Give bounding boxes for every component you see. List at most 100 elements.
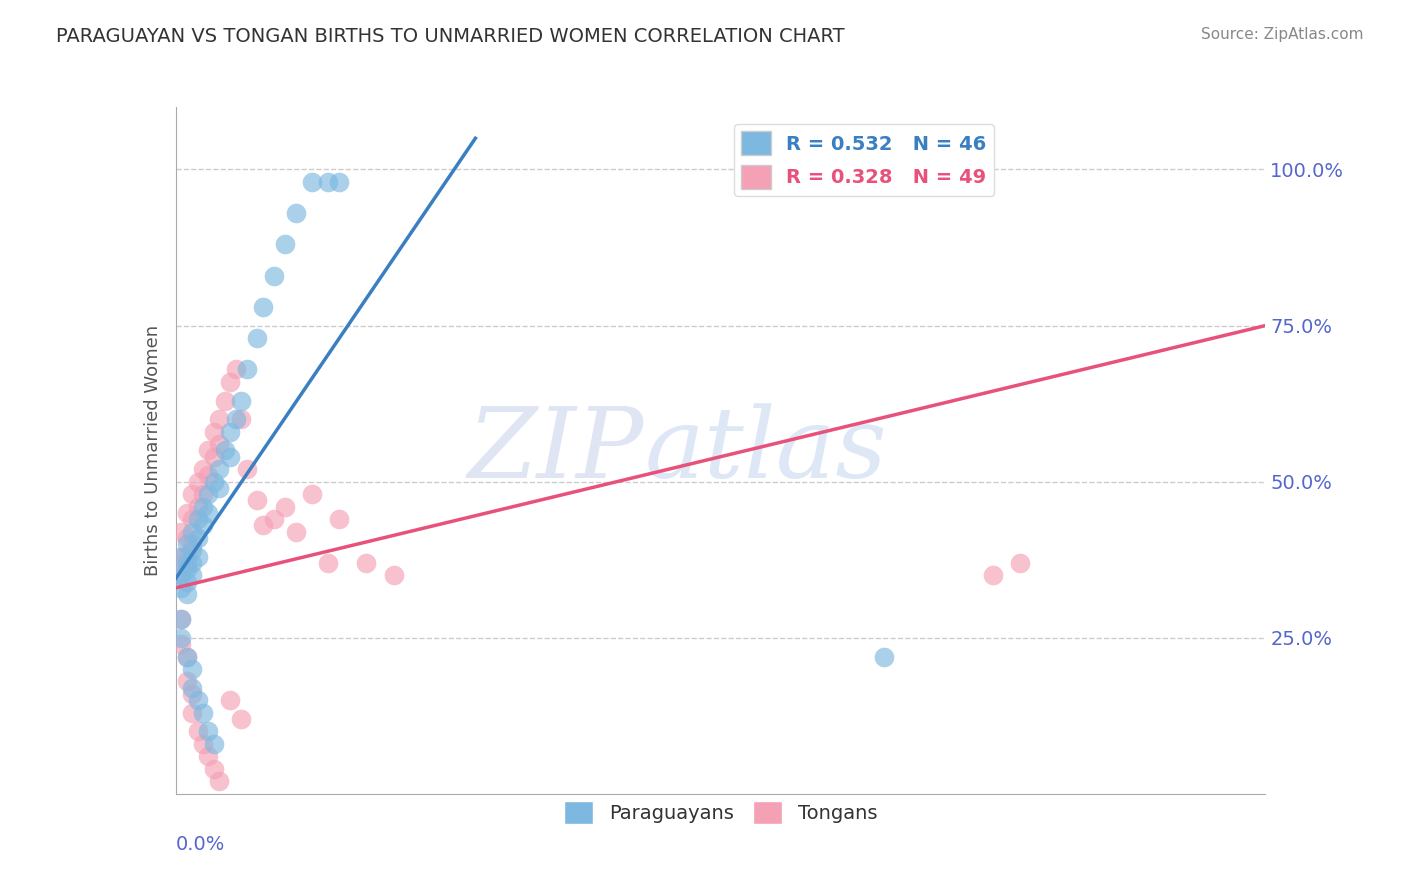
Point <box>301 175 323 189</box>
Point <box>981 568 1004 582</box>
Point <box>208 412 231 426</box>
Point <box>181 687 204 701</box>
Point <box>170 568 193 582</box>
Point <box>225 362 247 376</box>
Point <box>208 481 231 495</box>
Point <box>197 724 219 739</box>
Point <box>328 175 350 189</box>
Point <box>181 512 204 526</box>
Point <box>219 425 242 439</box>
Point <box>181 537 204 551</box>
Point <box>176 674 198 689</box>
Point <box>176 537 198 551</box>
Point <box>328 512 350 526</box>
Point <box>170 568 193 582</box>
Legend: Paraguayans, Tongans: Paraguayans, Tongans <box>557 793 884 832</box>
Point <box>186 475 209 489</box>
Point <box>176 531 198 545</box>
Point <box>197 487 219 501</box>
Point <box>202 450 225 464</box>
Point <box>208 462 231 476</box>
Point <box>170 637 193 651</box>
Text: ZIP: ZIP <box>468 403 644 498</box>
Point <box>318 556 340 570</box>
Point <box>186 724 209 739</box>
Point <box>191 518 214 533</box>
Point <box>1010 556 1032 570</box>
Point <box>202 475 225 489</box>
Point <box>176 556 198 570</box>
Point <box>176 649 198 664</box>
Point <box>214 443 236 458</box>
Point <box>186 512 209 526</box>
Point <box>181 706 204 720</box>
Point <box>170 524 193 539</box>
Point <box>208 437 231 451</box>
Point <box>191 487 214 501</box>
Point <box>219 375 242 389</box>
Point <box>284 524 307 539</box>
Point <box>252 518 274 533</box>
Point <box>356 556 378 570</box>
Point <box>191 737 214 751</box>
Point <box>214 393 236 408</box>
Point <box>197 468 219 483</box>
Point <box>176 549 198 564</box>
Point <box>181 568 204 582</box>
Point <box>181 543 204 558</box>
Point <box>382 568 405 582</box>
Point <box>202 425 225 439</box>
Point <box>263 268 285 283</box>
Text: PARAGUAYAN VS TONGAN BIRTHS TO UNMARRIED WOMEN CORRELATION CHART: PARAGUAYAN VS TONGAN BIRTHS TO UNMARRIED… <box>56 27 845 45</box>
Point <box>181 524 204 539</box>
Point <box>252 300 274 314</box>
Point <box>176 506 198 520</box>
Point <box>274 500 297 514</box>
Point <box>219 693 242 707</box>
Point <box>186 693 209 707</box>
Point <box>197 506 219 520</box>
Point <box>176 562 198 576</box>
Point <box>231 412 253 426</box>
Point <box>231 712 253 726</box>
Point <box>181 662 204 676</box>
Point <box>246 331 269 345</box>
Point <box>235 462 257 476</box>
Point <box>170 631 193 645</box>
Point <box>202 737 225 751</box>
Point <box>197 443 219 458</box>
Point <box>219 450 242 464</box>
Text: Source: ZipAtlas.com: Source: ZipAtlas.com <box>1201 27 1364 42</box>
Point <box>170 612 193 626</box>
Point <box>170 549 193 564</box>
Point <box>197 749 219 764</box>
Point <box>191 462 214 476</box>
Point <box>284 206 307 220</box>
Point <box>301 487 323 501</box>
Point <box>231 393 253 408</box>
Point <box>176 574 198 589</box>
Point <box>246 493 269 508</box>
Point <box>274 237 297 252</box>
Point <box>181 487 204 501</box>
Point <box>235 362 257 376</box>
Y-axis label: Births to Unmarried Women: Births to Unmarried Women <box>143 325 162 576</box>
Text: atlas: atlas <box>644 403 887 498</box>
Point <box>170 581 193 595</box>
Point <box>225 412 247 426</box>
Point <box>873 649 896 664</box>
Point <box>318 175 340 189</box>
Point <box>176 587 198 601</box>
Point <box>170 612 193 626</box>
Point <box>181 556 204 570</box>
Point <box>186 549 209 564</box>
Point <box>202 762 225 776</box>
Text: 0.0%: 0.0% <box>176 835 225 855</box>
Point <box>263 512 285 526</box>
Point <box>191 706 214 720</box>
Point <box>186 531 209 545</box>
Point <box>191 500 214 514</box>
Point <box>176 649 198 664</box>
Point <box>208 774 231 789</box>
Point <box>186 500 209 514</box>
